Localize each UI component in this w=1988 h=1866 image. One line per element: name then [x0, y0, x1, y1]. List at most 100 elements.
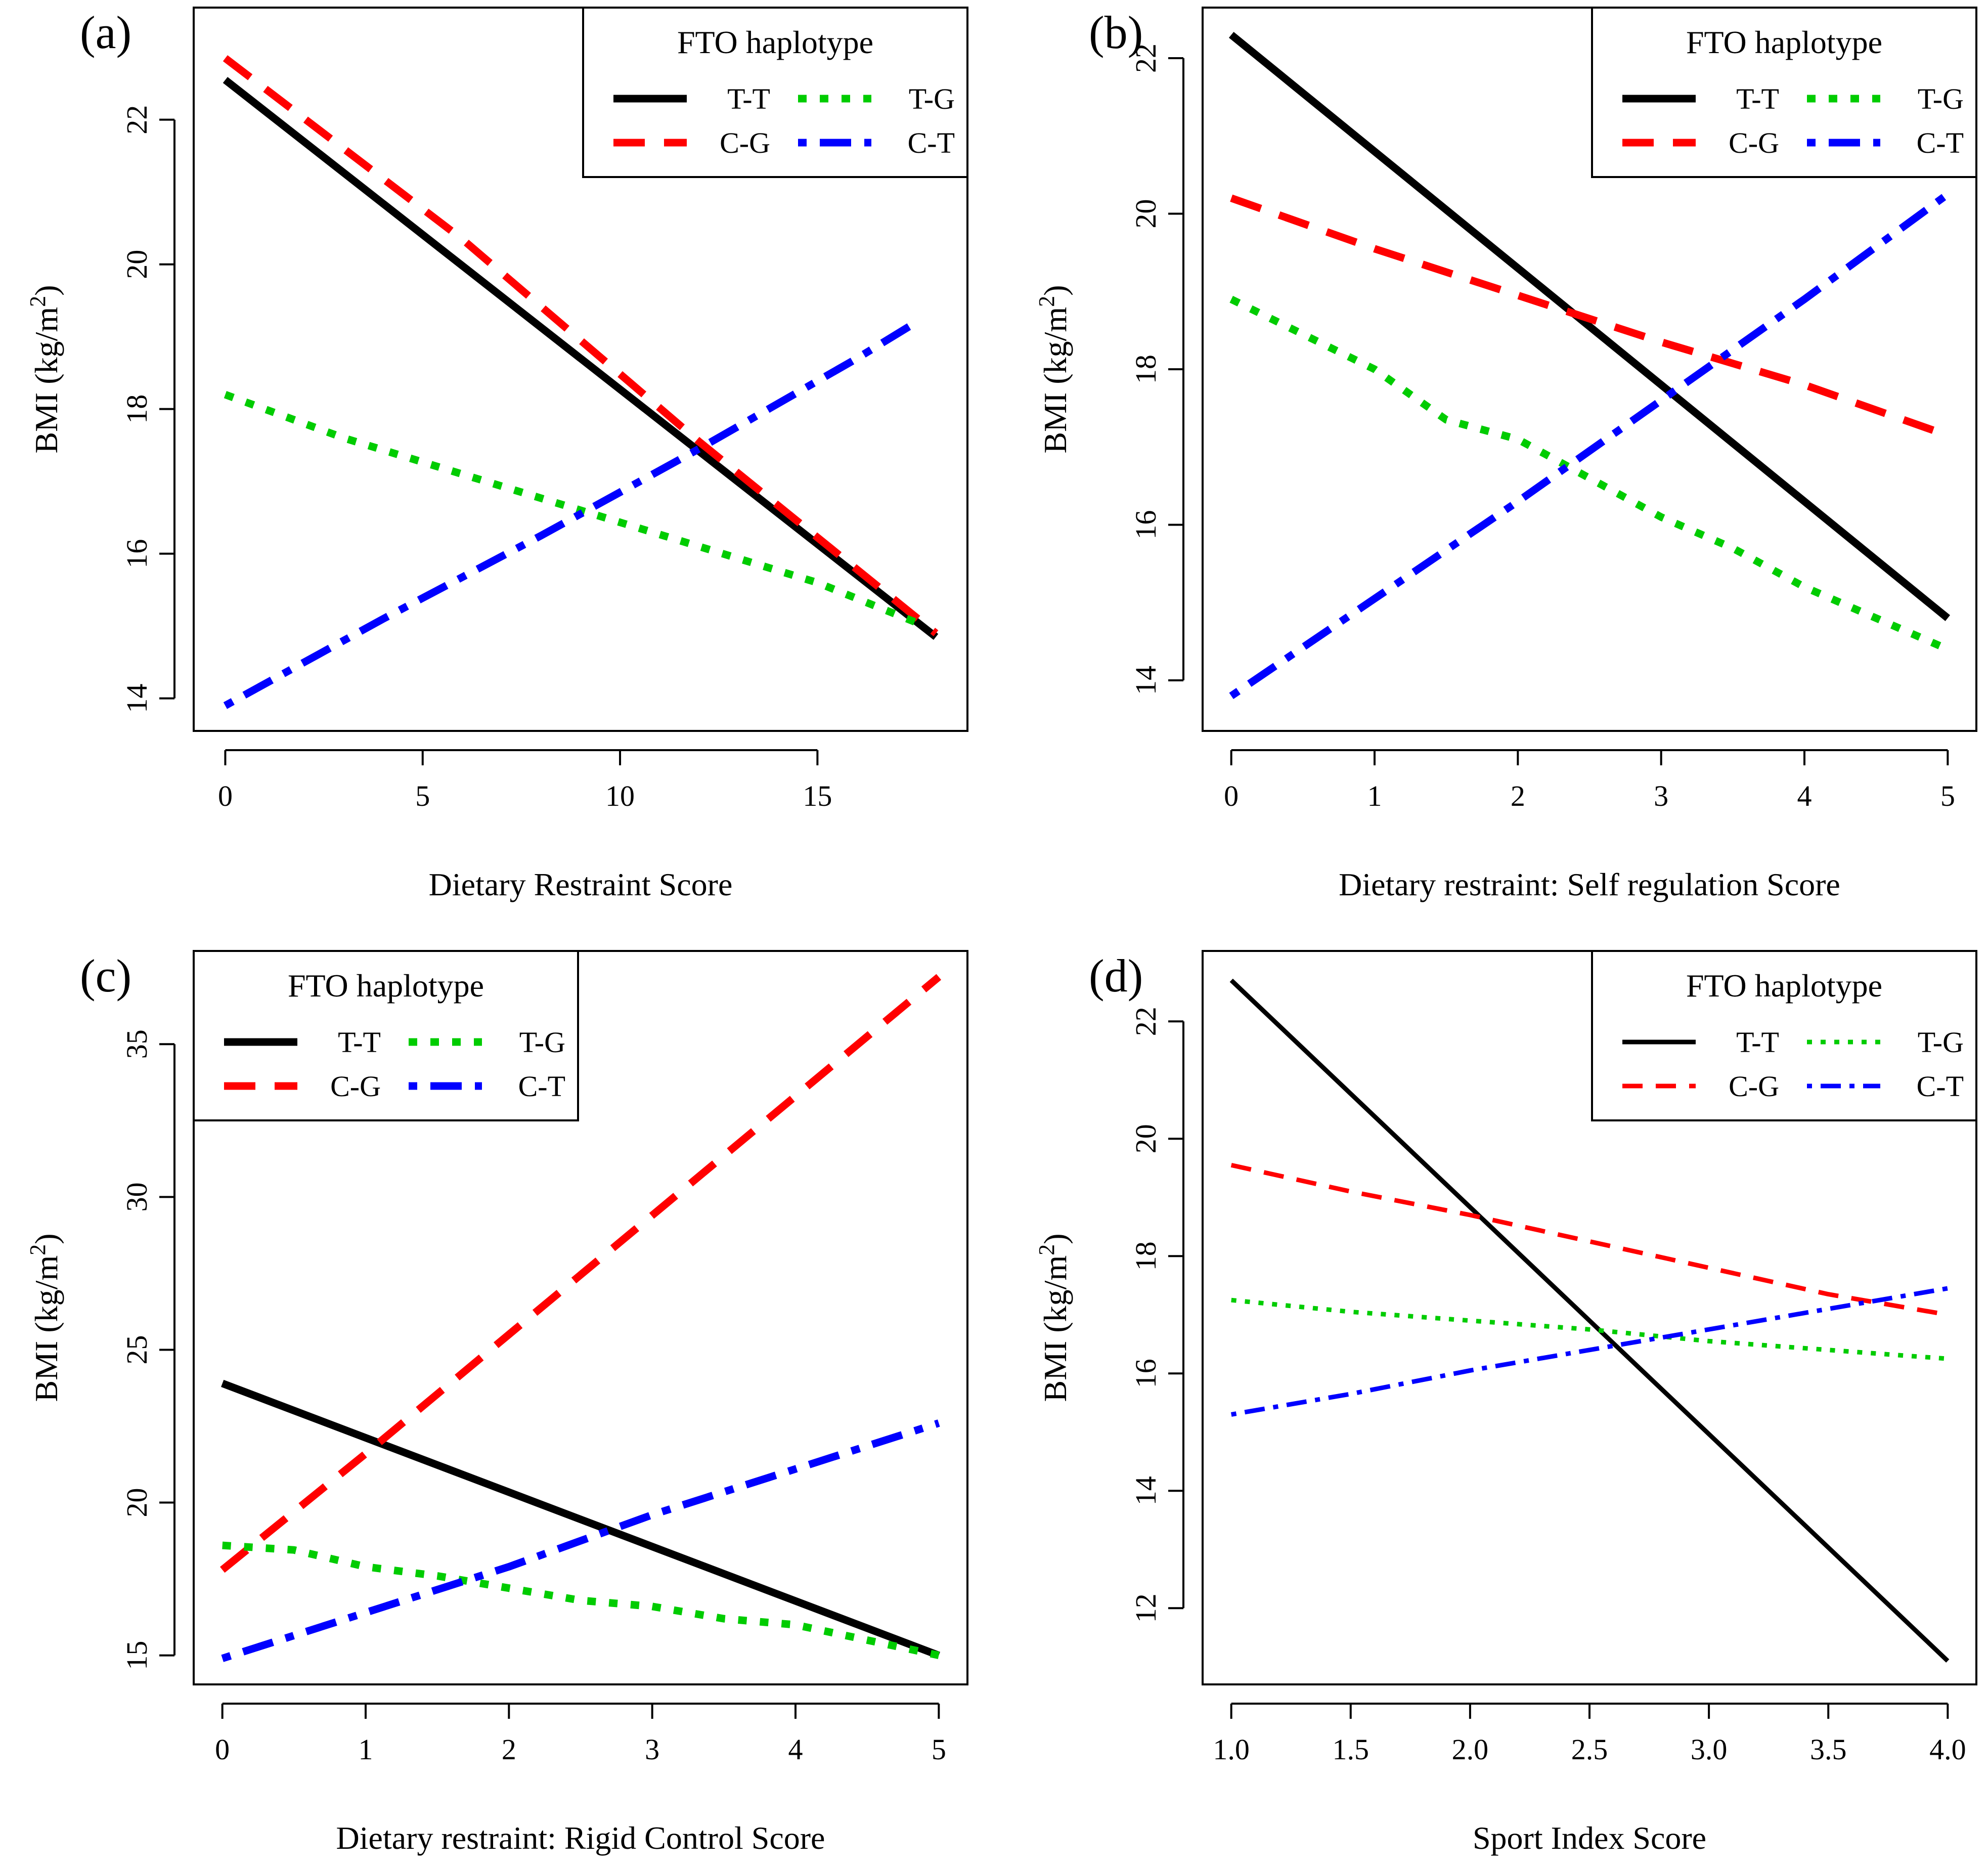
x-tick-label: 15	[803, 779, 832, 812]
y-tick-label: 14	[1129, 666, 1162, 695]
x-tick-label: 0	[218, 779, 233, 812]
legend: FTO haplotype T-T T-G C-G C-T	[1591, 950, 1977, 1121]
legend-label-c-t: C-T	[1917, 1070, 1964, 1103]
x-tick-label: 1.5	[1333, 1733, 1369, 1766]
plot-frame	[193, 7, 968, 732]
legend-label-t-t: T-T	[1736, 82, 1779, 115]
legend-label-t-t: T-T	[1736, 1026, 1779, 1059]
y-tick-label: 16	[120, 539, 153, 569]
y-tick-label: 14	[1129, 1476, 1162, 1505]
y-tick-label: 25	[120, 1335, 153, 1364]
series-line-t-g	[222, 1541, 940, 1659]
x-tick-label: 3	[645, 1733, 659, 1766]
series-group	[1229, 978, 1950, 1663]
y-tick-label: 20	[120, 1488, 153, 1517]
x-tick-label: 3	[1654, 779, 1668, 812]
y-tick-label: 22	[120, 105, 153, 135]
x-tick-label: 4.0	[1929, 1733, 1966, 1766]
legend-label-t-g: T-G	[909, 82, 955, 115]
legend: FTO haplotype T-T T-G C-G C-T	[582, 7, 968, 178]
panel-letter: (c)	[80, 950, 131, 1002]
y-tick-label: 35	[120, 1029, 153, 1059]
series-group	[223, 55, 939, 709]
y-tick-label: 20	[120, 250, 153, 279]
y-tick-label: 16	[1129, 1359, 1162, 1388]
legend-label-c-g: C-G	[1729, 1070, 1779, 1103]
series-line-c-t	[221, 1419, 940, 1662]
y-tick-label: 15	[120, 1641, 153, 1670]
legend-label-t-t: T-T	[727, 82, 770, 115]
x-axis-label: Sport Index Score	[1473, 1820, 1706, 1856]
x-tick-label: 1.0	[1213, 1733, 1250, 1766]
x-tick-label: 1	[1367, 779, 1382, 812]
y-tick-label: 20	[1129, 1124, 1162, 1153]
legend: FTO haplotype T-T T-G C-G C-T	[193, 950, 579, 1121]
legend-title: FTO haplotype	[288, 968, 484, 1004]
y-axis-label: BMI (kg/m2)	[1034, 1233, 1074, 1402]
y-tick-label: 30	[120, 1182, 153, 1211]
x-tick-label: 0	[1224, 779, 1239, 812]
legend-label-c-t: C-T	[518, 1070, 565, 1103]
y-tick-label: 22	[1129, 1007, 1162, 1036]
legend-label-c-g: C-G	[330, 1070, 381, 1103]
legend-box	[1591, 7, 1977, 178]
chart-panel-1: (a) 0 5 10 15 Dietary Restraint Score 14 16 18 20…	[25, 7, 968, 902]
legend: FTO haplotype T-T T-G C-G C-T	[1591, 7, 1977, 178]
y-tick-label: 12	[1129, 1593, 1162, 1623]
x-tick-label: 2	[502, 1733, 516, 1766]
x-tick-label: 2.5	[1571, 1733, 1608, 1766]
legend-box	[582, 7, 968, 178]
y-axis-label: BMI (kg/m2)	[25, 1233, 65, 1402]
series-line-t-t	[221, 1379, 940, 1659]
series-line-t-g	[1229, 295, 1950, 653]
legend-label-t-g: T-G	[519, 1026, 565, 1059]
series-line-t-t	[1229, 978, 1950, 1663]
y-tick-label: 14	[120, 684, 153, 713]
x-tick-label: 10	[605, 779, 635, 812]
x-tick-label: 3.5	[1810, 1733, 1847, 1766]
legend-label-t-t: T-T	[338, 1026, 381, 1059]
x-tick-label: 5	[932, 1733, 946, 1766]
series-line-t-g	[224, 391, 918, 626]
y-tick-label: 16	[1129, 510, 1162, 540]
x-tick-label: 0	[215, 1733, 230, 1766]
panel-letter: (d)	[1089, 950, 1143, 1002]
legend-title: FTO haplotype	[1686, 968, 1882, 1004]
plot-frame	[1202, 950, 1977, 1685]
legend-label-c-g: C-G	[720, 126, 770, 159]
legend-label-c-g: C-G	[1729, 126, 1779, 159]
x-axis-label: Dietary restraint: Self regulation Score	[1339, 866, 1840, 902]
legend-box	[193, 950, 579, 1121]
legend-box	[1591, 950, 1977, 1121]
panel-letter: (b)	[1089, 7, 1143, 58]
legend-title: FTO haplotype	[677, 24, 873, 60]
legend-label-c-t: C-T	[1917, 126, 1964, 159]
series-group	[219, 974, 942, 1662]
x-tick-label: 5	[415, 779, 430, 812]
series-line-c-g	[1230, 194, 1949, 439]
series-line-t-t	[223, 77, 939, 640]
series-line-c-t	[223, 319, 918, 709]
legend-label-c-t: C-T	[908, 126, 955, 159]
series-line-c-g	[223, 55, 939, 636]
y-tick-label: 22	[1129, 44, 1162, 73]
y-tick-label: 18	[1129, 355, 1162, 384]
series-group	[1228, 31, 1951, 700]
x-tick-label: 3.0	[1691, 1733, 1728, 1766]
y-axis-label: BMI (kg/m2)	[1034, 285, 1074, 453]
chart-panel-4: (d) 1.0 1.5 2.0 2.5 3.0 3.5 4.0 Sport Index Scor…	[1034, 950, 1977, 1856]
legend-label-t-g: T-G	[1918, 1026, 1964, 1059]
plot-frame	[193, 950, 968, 1685]
y-axis-label: BMI (kg/m2)	[25, 285, 65, 453]
y-tick-label: 18	[1129, 1241, 1162, 1271]
y-tick-label: 18	[120, 395, 153, 424]
x-tick-label: 4	[788, 1733, 803, 1766]
series-line-c-t	[1230, 1286, 1949, 1417]
series-line-c-g	[219, 974, 942, 1573]
legend-label-t-g: T-G	[1918, 82, 1964, 115]
plot-frame	[1202, 7, 1977, 732]
series-line-t-g	[1231, 1297, 1948, 1361]
x-tick-label: 2	[1511, 779, 1525, 812]
x-axis-label: Dietary restraint: Rigid Control Score	[336, 1820, 825, 1856]
